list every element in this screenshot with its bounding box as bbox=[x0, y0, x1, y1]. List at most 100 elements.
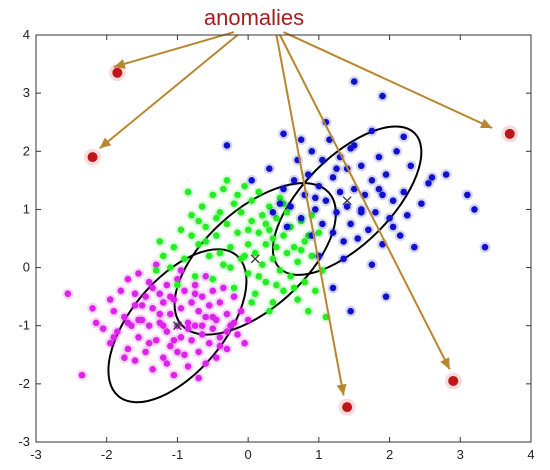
y-tick-label: 1 bbox=[23, 201, 30, 216]
magenta-point bbox=[135, 316, 142, 324]
magenta-point bbox=[209, 325, 217, 332]
green-point bbox=[315, 229, 323, 236]
blue-point bbox=[326, 136, 333, 143]
anomaly-point bbox=[448, 375, 459, 386]
magenta-point bbox=[131, 302, 139, 309]
magenta-point bbox=[145, 339, 153, 347]
blue-point bbox=[297, 136, 305, 143]
y-tick-label: 2 bbox=[23, 143, 30, 158]
y-tick-label: 3 bbox=[23, 85, 30, 100]
blue-point bbox=[389, 223, 397, 231]
magenta-point bbox=[223, 310, 231, 318]
green-point bbox=[244, 241, 252, 248]
x-tick-label: 4 bbox=[527, 447, 534, 462]
blue-point bbox=[425, 179, 432, 187]
blue-point bbox=[280, 130, 287, 138]
magenta-point bbox=[181, 351, 188, 359]
centroids-layer bbox=[172, 196, 352, 331]
blue-point bbox=[389, 197, 397, 205]
anomaly-arrow bbox=[275, 34, 345, 396]
blue-point bbox=[287, 203, 294, 210]
green-point bbox=[234, 191, 241, 199]
blue-point bbox=[340, 238, 347, 245]
blue-point bbox=[354, 235, 362, 242]
green-point bbox=[223, 177, 231, 184]
magenta-point bbox=[195, 348, 202, 356]
magenta-point bbox=[145, 278, 153, 286]
anomaly-arrow bbox=[99, 34, 239, 150]
green-point bbox=[195, 241, 202, 248]
blue-point bbox=[312, 194, 319, 202]
magenta-point bbox=[213, 354, 220, 361]
magenta-point bbox=[149, 366, 156, 373]
magenta-point bbox=[78, 371, 86, 379]
blue-point bbox=[347, 145, 354, 152]
blue-point bbox=[357, 209, 365, 216]
green-point bbox=[269, 235, 277, 242]
green-point bbox=[220, 185, 227, 193]
green-point bbox=[262, 220, 270, 228]
magenta-point bbox=[223, 328, 231, 335]
green-point bbox=[248, 197, 255, 205]
green-point bbox=[269, 255, 277, 263]
magenta-point bbox=[110, 334, 118, 341]
magenta-point bbox=[110, 307, 118, 315]
magenta-point bbox=[223, 345, 231, 353]
blue-point bbox=[428, 174, 436, 181]
magenta-point bbox=[191, 290, 199, 298]
blue-point bbox=[386, 214, 393, 222]
magenta-point bbox=[156, 290, 164, 298]
magenta-point bbox=[188, 299, 195, 306]
blue-point bbox=[418, 200, 425, 207]
green-point bbox=[230, 284, 238, 292]
magenta-point bbox=[163, 360, 171, 367]
blue-point bbox=[269, 209, 277, 216]
blue-point bbox=[340, 255, 347, 263]
magenta-point bbox=[198, 331, 206, 338]
green-point bbox=[156, 238, 164, 245]
anomalies-layer bbox=[84, 64, 519, 416]
blue-point bbox=[471, 206, 478, 213]
magenta-point bbox=[209, 287, 217, 295]
blue-point bbox=[329, 284, 337, 292]
blue-point bbox=[297, 214, 305, 222]
blue-point bbox=[375, 153, 383, 161]
magenta-point bbox=[230, 293, 238, 300]
magenta-point bbox=[135, 270, 142, 277]
magenta-point bbox=[142, 293, 149, 300]
blue-point bbox=[322, 197, 330, 205]
blue-point bbox=[375, 185, 383, 193]
magenta-point bbox=[167, 342, 174, 350]
magenta-point bbox=[216, 342, 224, 350]
magenta-point bbox=[184, 363, 192, 370]
blue-point bbox=[368, 261, 376, 268]
y-tick-label: -3 bbox=[18, 434, 30, 449]
green-point bbox=[205, 252, 213, 260]
magenta-point bbox=[244, 316, 252, 324]
chart-title: anomalies bbox=[204, 5, 304, 30]
blue-point bbox=[403, 211, 411, 219]
green-point bbox=[301, 278, 309, 286]
blue-point bbox=[333, 165, 340, 173]
blue-point bbox=[379, 241, 386, 248]
anomaly-arrowhead bbox=[99, 137, 112, 149]
green-point bbox=[209, 275, 217, 283]
axes-layer bbox=[35, 34, 532, 443]
blue-point bbox=[290, 177, 298, 184]
green-point bbox=[322, 313, 330, 321]
green-point bbox=[276, 194, 284, 202]
cluster-ellipse-2 bbox=[173, 182, 337, 336]
magenta-point bbox=[205, 339, 213, 347]
green-point bbox=[181, 255, 188, 263]
green-point bbox=[177, 226, 185, 234]
blue-point bbox=[319, 156, 326, 164]
magenta-point bbox=[149, 284, 156, 292]
magenta-point bbox=[124, 319, 132, 327]
anomaly-point bbox=[112, 67, 123, 78]
magenta-point bbox=[237, 307, 245, 315]
green-point bbox=[266, 203, 273, 210]
magenta-point bbox=[170, 336, 178, 344]
blue-point bbox=[266, 165, 273, 173]
blue-point bbox=[442, 171, 450, 178]
green-point bbox=[276, 267, 284, 274]
